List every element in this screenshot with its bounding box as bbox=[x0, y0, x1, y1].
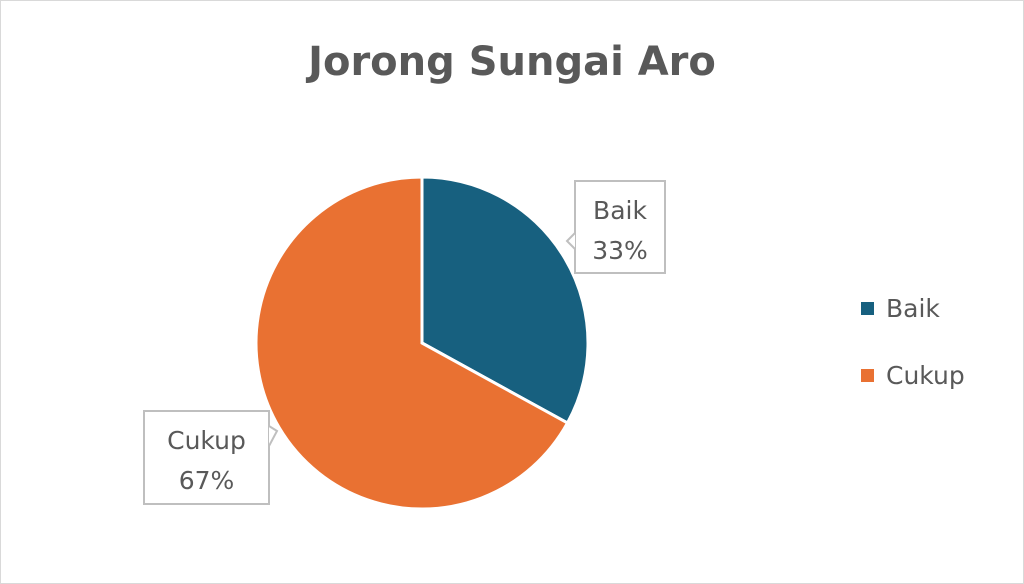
legend-swatch bbox=[861, 369, 874, 382]
legend-swatch bbox=[861, 302, 874, 315]
pie-slice-baik bbox=[420, 175, 590, 426]
legend-entry-baik: Baik bbox=[861, 294, 940, 323]
data-label-cukup: Cukup 67% bbox=[143, 410, 279, 505]
data-label-percent: 67% bbox=[179, 466, 235, 495]
callout-pointer bbox=[565, 232, 576, 250]
callout-box bbox=[143, 410, 270, 505]
data-label-baik: Baik 33% bbox=[565, 180, 666, 274]
pie-slice-cukup bbox=[254, 175, 570, 511]
chart-title: Jorong Sungai Aro bbox=[308, 39, 716, 85]
data-label-percent: 33% bbox=[592, 236, 648, 265]
data-label-category: Baik bbox=[593, 196, 647, 225]
legend-label: Cukup bbox=[886, 361, 965, 390]
callout-box bbox=[574, 180, 666, 274]
legend-label: Baik bbox=[886, 294, 940, 323]
callout-pointer bbox=[268, 425, 279, 447]
data-label-category: Cukup bbox=[167, 426, 246, 455]
legend-entry-cukup: Cukup bbox=[861, 361, 965, 390]
